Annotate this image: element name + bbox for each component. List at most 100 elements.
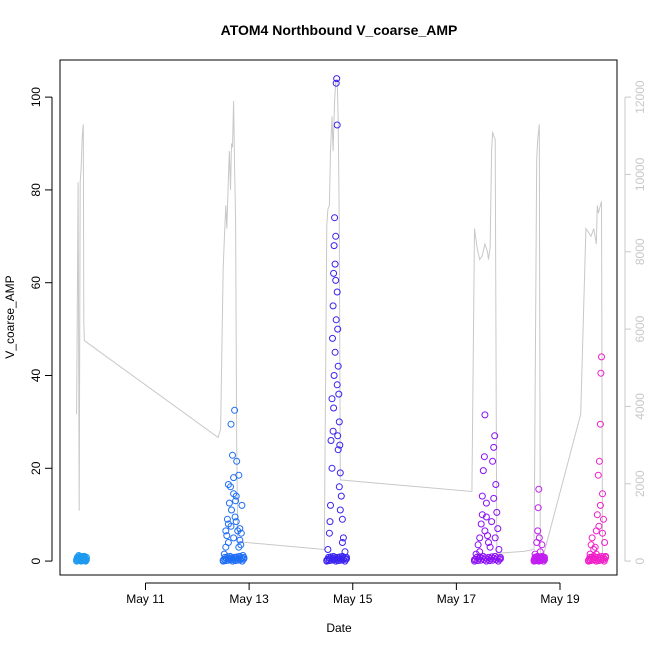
data-point xyxy=(334,362,342,370)
secondary-series-line xyxy=(76,78,603,557)
data-point xyxy=(492,481,500,488)
data-point xyxy=(490,494,498,502)
data-point xyxy=(330,269,338,277)
data-point xyxy=(327,501,334,509)
data-point xyxy=(481,527,489,535)
data-point xyxy=(482,499,490,507)
data-point xyxy=(233,457,241,465)
data-point xyxy=(224,481,232,488)
data-point xyxy=(331,214,339,222)
data-point xyxy=(595,522,603,530)
data-point xyxy=(334,432,342,440)
data-point xyxy=(534,527,542,535)
data-point xyxy=(335,483,343,491)
data-point xyxy=(332,276,340,284)
data-point xyxy=(228,506,235,514)
data-point xyxy=(237,529,245,537)
data-point xyxy=(477,520,485,528)
data-point xyxy=(333,75,341,83)
data-point xyxy=(237,554,245,562)
data-point xyxy=(328,395,336,403)
data-point xyxy=(478,492,486,500)
data-point xyxy=(324,546,332,553)
data-point xyxy=(591,543,599,551)
y-axis-label: V_coarse_AMP xyxy=(3,275,17,358)
data-point xyxy=(224,539,232,546)
data-point xyxy=(337,492,345,500)
data-point xyxy=(232,518,240,526)
data-point xyxy=(336,506,344,514)
data-point xyxy=(538,541,546,549)
y2-tick-label: 12000 xyxy=(633,80,647,114)
data-point xyxy=(495,555,503,563)
data-point xyxy=(240,553,248,561)
data-point xyxy=(235,471,243,479)
data-point xyxy=(331,260,339,268)
data-point xyxy=(343,553,350,561)
data-point xyxy=(333,121,341,129)
data-point xyxy=(222,527,230,535)
data-point xyxy=(329,427,337,435)
y2-tick-label: 6000 xyxy=(633,315,647,342)
data-point xyxy=(541,553,548,561)
data-point xyxy=(338,515,346,523)
data-point xyxy=(597,369,605,377)
data-point xyxy=(474,541,482,549)
data-point xyxy=(535,534,543,542)
y-tick-label: 40 xyxy=(29,369,43,383)
data-point xyxy=(236,536,244,544)
data-point xyxy=(482,513,490,521)
data-point xyxy=(338,539,346,546)
data-point xyxy=(535,485,543,493)
data-point xyxy=(335,418,343,426)
y2-tick-label: 2000 xyxy=(633,470,647,497)
data-point xyxy=(599,490,606,498)
data-point xyxy=(333,381,341,389)
x-tick-label: May 11 xyxy=(126,592,165,606)
data-point xyxy=(476,548,484,556)
data-point xyxy=(595,457,603,465)
data-point xyxy=(330,372,338,379)
y-tick-label: 0 xyxy=(29,557,43,564)
data-point xyxy=(588,534,596,542)
data-point xyxy=(491,534,499,542)
data-point xyxy=(481,411,489,419)
data-point xyxy=(225,499,233,507)
data-point xyxy=(230,490,238,498)
data-point xyxy=(486,543,494,551)
data-point xyxy=(236,525,244,533)
data-point xyxy=(230,534,238,542)
data-point xyxy=(596,501,604,509)
data-point xyxy=(491,432,499,440)
data-point xyxy=(593,511,601,519)
data-point xyxy=(336,469,344,477)
x-axis-label: Date xyxy=(326,621,352,635)
data-point xyxy=(238,501,246,509)
data-point xyxy=(227,420,235,428)
data-point xyxy=(479,467,487,475)
data-point xyxy=(231,406,239,414)
data-point xyxy=(334,446,342,454)
y2-tick-label: 8000 xyxy=(633,238,647,265)
chart-title: ATOM4 Northbound V_coarse_AMP xyxy=(221,22,458,38)
plot-frame xyxy=(59,59,618,576)
y-tick-label: 60 xyxy=(29,276,43,290)
y2-tick-label: 0 xyxy=(633,557,647,564)
data-point xyxy=(334,325,342,333)
data-point xyxy=(330,404,338,412)
data-point xyxy=(332,79,340,87)
data-point xyxy=(327,437,335,444)
data-point xyxy=(330,242,338,250)
data-point xyxy=(328,464,336,472)
data-point xyxy=(602,553,610,561)
data-point xyxy=(489,457,497,465)
data-point xyxy=(333,288,341,296)
x-tick-label: May 17 xyxy=(437,592,477,606)
data-point xyxy=(478,511,486,519)
x-tick-label: May 15 xyxy=(333,592,373,606)
data-point xyxy=(534,504,542,512)
data-point xyxy=(82,553,90,561)
y2-tick-label: 4000 xyxy=(633,393,647,420)
